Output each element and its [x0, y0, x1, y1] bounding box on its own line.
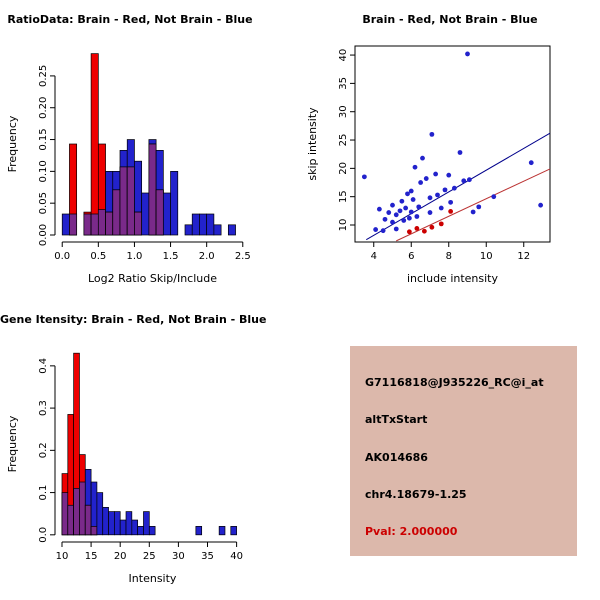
svg-text:35: 35 — [201, 551, 214, 562]
svg-text:0.5: 0.5 — [90, 251, 106, 262]
svg-text:15: 15 — [338, 190, 349, 203]
svg-text:8: 8 — [446, 251, 452, 262]
panel-ratio-histogram: RatioData: Brain - Red, Not Brain - Blue… — [0, 0, 300, 300]
svg-text:10: 10 — [338, 219, 349, 232]
svg-text:1.5: 1.5 — [163, 251, 179, 262]
ratio-histogram-title: RatioData: Brain - Red, Not Brain - Blue — [7, 13, 253, 26]
svg-text:0.0: 0.0 — [54, 251, 70, 262]
svg-text:0.0: 0.0 — [38, 527, 49, 543]
svg-text:0.15: 0.15 — [38, 128, 49, 150]
svg-text:1.0: 1.0 — [126, 251, 142, 262]
svg-text:2.0: 2.0 — [199, 251, 215, 262]
intensity-scatter-chart: 4 6 8 10 12 10 15 20 25 30 35 40 include intensity sk… — [306, 45, 551, 285]
svg-text:Frequency: Frequency — [6, 415, 19, 472]
svg-text:0.3: 0.3 — [38, 400, 49, 416]
svg-text:6: 6 — [408, 251, 414, 262]
svg-text:0.2: 0.2 — [38, 442, 49, 458]
svg-text:0.4: 0.4 — [38, 358, 49, 374]
svg-text:0.1: 0.1 — [38, 485, 49, 501]
svg-text:Intensity: Intensity — [129, 572, 177, 585]
panel-gene-intensity-histogram: Gene Itensity: Brain - Red, Not Brain - … — [0, 300, 300, 600]
svg-text:25: 25 — [143, 551, 156, 562]
event-type-text: altTxStart — [365, 413, 428, 427]
svg-text:35: 35 — [338, 77, 349, 90]
svg-text:0.00: 0.00 — [38, 224, 49, 246]
svg-text:25: 25 — [338, 134, 349, 147]
svg-text:12: 12 — [517, 251, 530, 262]
svg-text:10: 10 — [480, 251, 493, 262]
svg-text:20: 20 — [114, 551, 127, 562]
scatter-title: Brain - Red, Not Brain - Blue — [362, 13, 538, 26]
svg-text:0.25: 0.25 — [38, 65, 49, 87]
ratio-histogram-chart: 0.0 0.5 1.0 1.5 2.0 2.5 0.00 0.05 0.10 0.15 0.20 0.… — [6, 53, 251, 285]
panel-gene-info: G7116818@J935226_RC@i_at altTxStart AK01… — [300, 300, 600, 600]
gene-histogram-title: Gene Itensity: Brain - Red, Not Brain - … — [0, 313, 267, 326]
svg-text:0.20: 0.20 — [38, 97, 49, 119]
svg-text:30: 30 — [338, 105, 349, 118]
svg-text:2.5: 2.5 — [235, 251, 251, 262]
svg-text:0.05: 0.05 — [38, 192, 49, 214]
svg-text:20: 20 — [338, 162, 349, 175]
panel-intensity-scatter: Brain - Red, Not Brain - Blue 4 6 8 10 12 10 1… — [300, 0, 600, 300]
svg-text:include intensity: include intensity — [407, 272, 499, 285]
svg-text:40: 40 — [338, 49, 349, 62]
svg-text:Frequency: Frequency — [6, 115, 19, 172]
svg-text:0.10: 0.10 — [38, 160, 49, 182]
svg-text:40: 40 — [230, 551, 243, 562]
svg-text:30: 30 — [172, 551, 185, 562]
svg-text:skip intensity: skip intensity — [306, 107, 319, 181]
locus-text: chr4.18679-1.25 — [365, 487, 467, 501]
svg-text:10: 10 — [56, 551, 69, 562]
probe-id-text: G7116818@J935226_RC@i_at — [365, 376, 544, 389]
gene-intensity-histogram-chart: 10 15 20 25 30 35 40 0.0 0.1 0.2 0.3 0.4 Intensity Fr… — [6, 352, 243, 585]
accession-text: AK014686 — [365, 450, 428, 464]
pval-text: Pval: 2.000000 — [365, 525, 458, 538]
svg-text:Log2 Ratio Skip/Include: Log2 Ratio Skip/Include — [88, 272, 217, 285]
svg-text:15: 15 — [85, 551, 98, 562]
svg-text:4: 4 — [371, 251, 377, 262]
gene-info-box: G7116818@J935226_RC@i_at altTxStart AK01… — [350, 346, 577, 556]
